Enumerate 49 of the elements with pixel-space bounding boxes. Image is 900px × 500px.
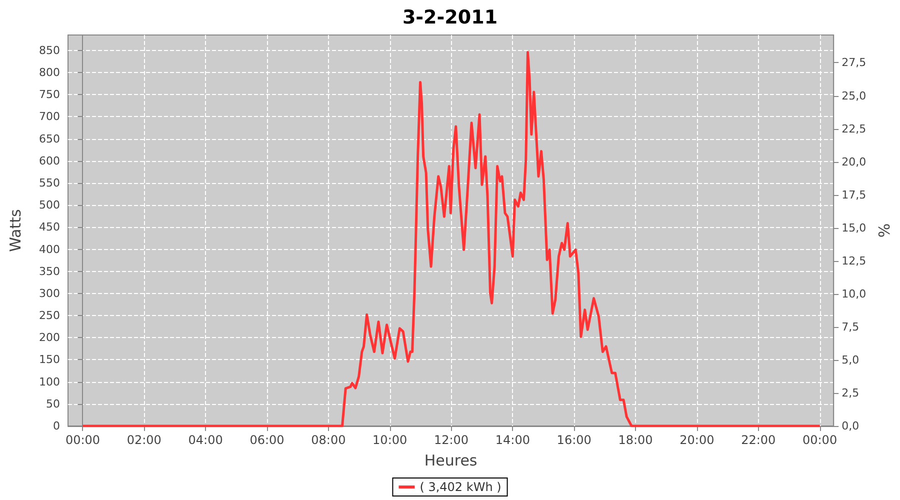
y2-tick-label: 15,0 [842,221,866,234]
y2-tick-label: 27,5 [842,56,866,70]
x-tick-label: 18:00 [618,433,653,447]
x-tick-label: 04:00 [188,433,223,447]
x-tick-label: 00:00 [802,433,838,447]
y-tick-label: 850 [39,44,60,57]
x-tick-label: 22:00 [741,433,776,447]
y-tick-label: 300 [39,286,60,300]
y2-axis-title: % [876,223,894,238]
y-tick-label: 150 [39,353,60,366]
x-tick-label: 00:00 [65,433,100,447]
y2-tick-label: 7,5 [842,320,860,334]
y-tick-label: 250 [39,309,60,322]
y2-tick-label: 2,5 [842,386,860,400]
y-tick-label: 750 [39,88,60,102]
x-tick-label: 12:00 [434,433,469,447]
y2-tick-label: 10,0 [842,287,866,300]
legend-label: ( 3,402 kWh ) [420,480,502,494]
y2-tick-label: 0,0 [842,420,860,432]
y2-tick-label: 5,0 [842,353,860,366]
x-tick-label: 06:00 [250,433,284,447]
line-series [81,50,822,428]
y-tick-label: 800 [39,66,60,80]
y-axis-title: Watts [6,209,24,252]
x-tick-label: 08:00 [311,433,346,447]
y2-tick-label: 12,5 [842,254,866,268]
x-tick-label: 20:00 [680,433,714,447]
y-tick-label: 100 [39,375,60,388]
x-tick-label: 14:00 [495,433,530,447]
chart-title: 3-2-2011 [402,6,498,28]
y-tick-label: 50 [46,397,60,410]
y-tick-label: 700 [39,110,60,124]
x-tick-label: 10:00 [372,433,408,447]
y-tick-label: 350 [39,264,60,278]
y-tick-label: 500 [39,198,60,212]
y2-tick-label: 17,5 [842,188,866,202]
y2-tick-label: 22,5 [842,122,866,136]
y2-tick-label: 25,0 [842,89,866,102]
y-tick-label: 600 [39,154,60,168]
y-tick-label: 200 [39,331,60,344]
y-tick-label: 650 [39,132,60,146]
y2-tick-label: 20,0 [842,155,866,168]
y-tick-label: 0 [53,420,60,432]
x-axis-title: Heures [424,452,478,470]
y-tick-label: 400 [39,242,60,256]
x-tick-label: 16:00 [556,433,592,447]
x-tick-label: 02:00 [126,433,162,447]
y-tick-label: 550 [39,176,60,190]
y-tick-label: 450 [39,220,60,234]
